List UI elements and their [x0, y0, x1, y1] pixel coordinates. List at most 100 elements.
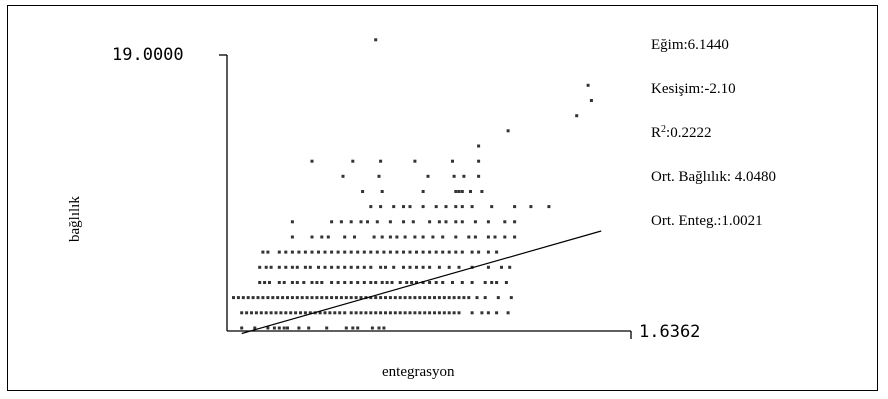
- chart-frame: [7, 5, 878, 391]
- scatter-point-5-19: [388, 250, 392, 254]
- scatter-point-3-18: [374, 281, 378, 284]
- scatter-point-0-8: [307, 326, 311, 330]
- scatter-point-5-7: [310, 250, 314, 254]
- scatter-point-11-3: [413, 159, 417, 163]
- scatter-point-4-8: [308, 265, 312, 269]
- scatter-point-2-8: [271, 296, 275, 300]
- scatter-point-0-1: [253, 326, 257, 330]
- stat-line-4: Ort. Enteg.:1.0021: [651, 213, 763, 229]
- stat-line-2: R2:0.2222: [651, 124, 711, 142]
- scatter-point-14-0: [575, 114, 579, 118]
- scatter-point-1-14: [308, 311, 312, 315]
- scatter-point-4-23: [415, 265, 418, 269]
- scatter-point-3-22: [398, 281, 402, 284]
- stat-label-0: Eğim:: [651, 37, 688, 53]
- scatter-point-9-6: [469, 190, 472, 193]
- scatter-point-2-25: [354, 296, 358, 300]
- scatter-point-4-11: [330, 265, 334, 269]
- stat-label-3: Ort. Bağlılık:: [651, 169, 735, 185]
- scatter-point-2-52: [509, 296, 513, 300]
- scatter-point-3-1: [263, 281, 267, 284]
- scatter-point-1-18: [328, 311, 332, 315]
- scatter-point-6-5: [353, 235, 356, 239]
- scatter-point-2-32: [388, 296, 392, 300]
- scatter-point-4-5: [290, 265, 294, 269]
- scatter-point-1-39: [433, 311, 436, 315]
- scatter-point-2-5: [256, 296, 260, 300]
- scatter-point-1-0: [240, 311, 244, 315]
- scatter-point-7-10: [428, 220, 432, 224]
- scatter-point-3-7: [302, 281, 306, 284]
- scatter-point-8-13: [529, 205, 533, 209]
- scatter-point-4-28: [457, 265, 461, 269]
- scatter-point-1-46: [480, 311, 484, 315]
- scatter-point-3-25: [415, 281, 418, 284]
- stat-value-3: 4.0480: [735, 169, 776, 185]
- scatter-point-4-17: [369, 265, 373, 269]
- scatter-point-3-32: [470, 281, 474, 284]
- scatter-point-3-35: [495, 281, 499, 284]
- scatter-point-1-7: [274, 311, 278, 315]
- scatter-point-1-23: [354, 311, 358, 315]
- scatter-point-9-0: [361, 190, 365, 193]
- scatter-point-2-40: [428, 296, 432, 300]
- scatter-point-6-4: [343, 235, 347, 239]
- scatter-point-2-3: [246, 296, 250, 300]
- stat-sup-2: 2: [661, 124, 666, 135]
- scatter-point-2-18: [320, 296, 324, 300]
- scatter-point-1-26: [369, 311, 373, 315]
- scatter-point-0-7: [297, 326, 301, 330]
- scatter-point-5-6: [303, 250, 307, 254]
- scatter-point-0-6: [286, 326, 289, 330]
- scatter-point-3-26: [421, 281, 425, 284]
- stat-line-0: Eğim:6.1440: [651, 37, 729, 53]
- scatter-point-10-2: [426, 174, 430, 178]
- scatter-point-1-30: [388, 311, 392, 315]
- scatter-point-2-12: [290, 296, 294, 300]
- scatter-point-13-0: [506, 129, 510, 133]
- scatter-point-0-10: [344, 326, 348, 330]
- scatter-point-6-0: [290, 235, 294, 239]
- scatter-point-2-16: [310, 296, 314, 300]
- scatter-point-2-17: [315, 296, 319, 300]
- scatter-point-1-1: [245, 311, 249, 315]
- scatter-point-3-5: [290, 281, 294, 284]
- scatter-point-0-0: [240, 326, 244, 330]
- scatter-point-8-6: [434, 205, 438, 209]
- scatter-point-9-2: [421, 190, 425, 193]
- scatter-point-11-4: [451, 159, 454, 163]
- scatter-point-7-8: [402, 220, 405, 224]
- stat-value-0: 6.1440: [688, 37, 729, 53]
- scatter-point-5-9: [323, 250, 327, 254]
- scatter-point-4-14: [349, 265, 353, 269]
- scatter-point-1-19: [333, 311, 337, 315]
- scatter-point-6-19: [493, 235, 497, 239]
- scatter-point-7-17: [503, 220, 507, 224]
- scatter-point-0-3: [272, 326, 276, 330]
- scatter-point-2-50: [483, 296, 487, 300]
- scatter-point-1-3: [254, 311, 258, 315]
- scatter-point-4-27: [447, 265, 451, 269]
- scatter-point-7-16: [486, 220, 490, 224]
- scatter-point-7-1: [330, 220, 334, 224]
- scatter-point-0-14: [377, 326, 381, 330]
- scatter-point-6-16: [467, 235, 471, 239]
- scatter-point-1-12: [299, 311, 302, 315]
- scatter-point-3-31: [460, 281, 464, 284]
- scatter-point-3-6: [295, 281, 299, 284]
- scatter-point-3-33: [483, 281, 487, 284]
- scatter-point-7-9: [411, 220, 415, 224]
- scatter-point-2-31: [384, 296, 387, 300]
- scatter-point-6-11: [413, 235, 417, 239]
- scatter-point-9-7: [480, 190, 484, 193]
- scatter-point-1-33: [403, 311, 407, 315]
- scatter-point-11-1: [351, 159, 355, 163]
- scatter-point-1-45: [470, 311, 474, 315]
- scatter-point-1-38: [428, 311, 432, 315]
- scatter-point-1-43: [452, 311, 456, 315]
- scatter-point-6-7: [380, 235, 384, 239]
- stat-label-4: Ort. Enteg.:: [651, 213, 721, 229]
- scatter-point-10-4: [462, 174, 466, 178]
- scatter-point-2-23: [344, 296, 348, 300]
- scatter-point-1-24: [359, 311, 363, 315]
